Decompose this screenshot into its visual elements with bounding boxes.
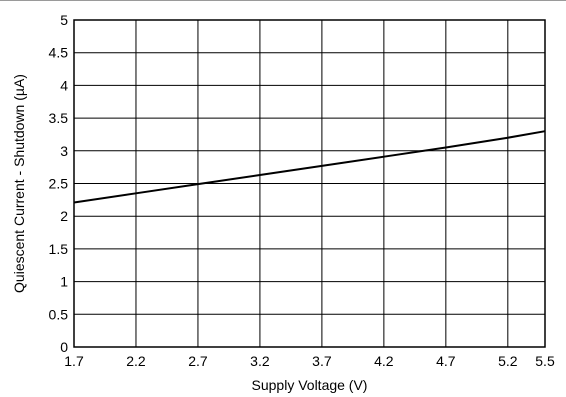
x-tick-label: 3.2 <box>250 353 270 369</box>
x-tick-label: 2.7 <box>188 353 208 369</box>
x-axis-title: Supply Voltage (V) <box>252 377 368 393</box>
grid-lines <box>73 19 546 348</box>
x-tick-label: 4.7 <box>436 353 456 369</box>
plot-area-frame <box>73 19 546 348</box>
y-tick-label: 5 <box>60 12 68 28</box>
x-tick-label: 2.2 <box>126 353 146 369</box>
y-tick-label: 3 <box>60 143 68 159</box>
series-layer <box>73 130 546 204</box>
series-line-0 <box>73 130 546 204</box>
y-tick-label: 4.5 <box>49 45 69 61</box>
x-tick-labels: 1.7 2.2 2.7 3.2 3.7 4.2 4.7 5.2 5.5 <box>64 353 555 369</box>
top-divider <box>0 0 566 1</box>
y-tick-label: 4 <box>60 77 68 93</box>
y-tick-label: 2.5 <box>49 176 69 192</box>
x-tick-label: 3.7 <box>312 353 332 369</box>
y-tick-label: 0.5 <box>49 306 69 322</box>
y-tick-labels: 0 0.5 1 1.5 2 2.5 3 3.5 4 4.5 5 <box>49 12 69 355</box>
x-tick-label: 5.5 <box>535 353 555 369</box>
y-tick-label: 0 <box>60 339 68 355</box>
y-tick-label: 1 <box>60 274 68 290</box>
y-axis-title: Quiescent Current - Shutdown (µA) <box>11 74 27 293</box>
y-tick-label: 3.5 <box>49 110 69 126</box>
y-tick-label: 2 <box>60 208 68 224</box>
x-tick-label: 4.2 <box>374 353 394 369</box>
x-tick-label: 1.7 <box>64 353 84 369</box>
x-tick-label: 5.2 <box>498 353 518 369</box>
y-tick-label: 1.5 <box>49 241 69 257</box>
